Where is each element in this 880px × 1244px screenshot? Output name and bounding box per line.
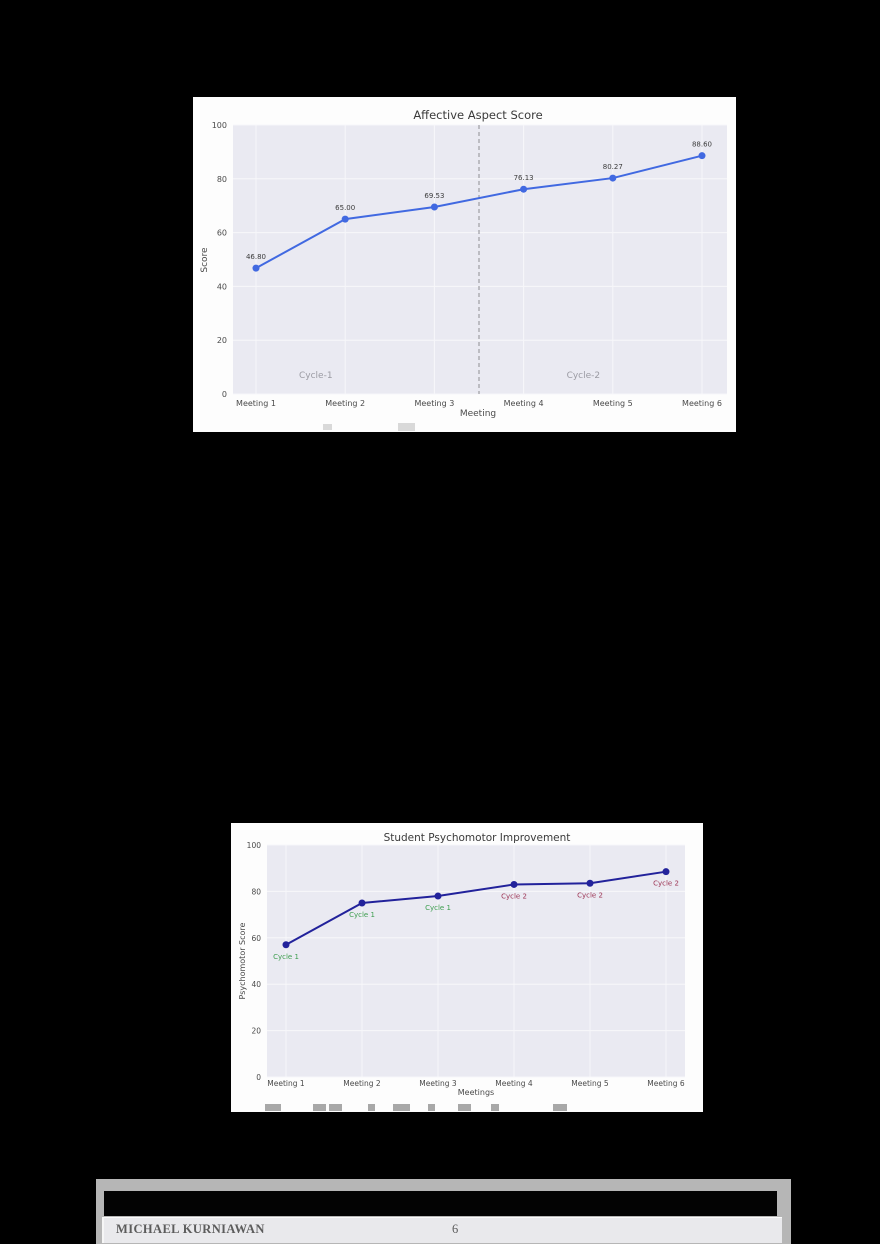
svg-text:Meeting 1: Meeting 1 — [236, 399, 276, 408]
svg-text:Cycle 2: Cycle 2 — [577, 891, 603, 899]
svg-text:Meeting 5: Meeting 5 — [593, 399, 633, 408]
svg-text:Cycle 1: Cycle 1 — [349, 911, 375, 919]
svg-text:60: 60 — [217, 229, 227, 238]
svg-text:40: 40 — [251, 980, 261, 989]
svg-text:80: 80 — [217, 175, 227, 184]
cropped-caption-fragment — [458, 1104, 471, 1111]
svg-text:Meeting: Meeting — [460, 409, 496, 419]
footer-redacted-band — [104, 1191, 777, 1216]
svg-text:80.27: 80.27 — [603, 163, 623, 171]
svg-text:60: 60 — [251, 934, 261, 943]
affective-chart-panel: 46.80 65.00 69.53 76.13 80.27 88.60 Cycle-1 Cyc… — [193, 97, 736, 432]
svg-text:Meetings: Meetings — [458, 1088, 494, 1097]
svg-text:Meeting 2: Meeting 2 — [343, 1079, 381, 1088]
svg-text:Meeting 3: Meeting 3 — [419, 1079, 457, 1088]
cropped-caption-fragment — [553, 1104, 567, 1111]
cropped-caption-fragment — [323, 424, 332, 430]
svg-text:76.13: 76.13 — [514, 174, 534, 182]
svg-text:Student Psychomotor Improvemen: Student Psychomotor Improvement — [384, 832, 571, 844]
footer-strip: MICHAEL KURNIAWAN 6 — [102, 1217, 782, 1243]
cropped-caption-fragment — [368, 1104, 375, 1111]
cropped-caption-fragment — [265, 1104, 281, 1111]
svg-text:0: 0 — [222, 390, 227, 399]
svg-text:20: 20 — [217, 336, 227, 345]
svg-text:100: 100 — [212, 121, 227, 130]
svg-text:Meeting 6: Meeting 6 — [647, 1079, 685, 1088]
cropped-caption-fragment — [393, 1104, 410, 1111]
svg-text:69.53: 69.53 — [424, 192, 444, 200]
cropped-caption-fragment — [428, 1104, 435, 1111]
svg-text:0: 0 — [256, 1073, 261, 1082]
svg-text:Cycle 2: Cycle 2 — [501, 892, 527, 900]
cropped-caption-fragment — [491, 1104, 499, 1111]
cropped-caption-fragment — [313, 1104, 326, 1111]
svg-text:65.00: 65.00 — [335, 204, 355, 212]
svg-text:Cycle 1: Cycle 1 — [273, 953, 299, 961]
svg-text:Meeting 1: Meeting 1 — [267, 1079, 305, 1088]
svg-text:Meeting 3: Meeting 3 — [414, 399, 454, 408]
footer-page-number: 6 — [452, 1222, 459, 1236]
svg-text:46.80: 46.80 — [246, 253, 266, 261]
svg-text:100: 100 — [247, 841, 262, 850]
psychomotor-chart-panel: Cycle 1 Cycle 1 Cycle 1 Cycle 2 Cycle 2 Cycle… — [231, 823, 703, 1112]
svg-text:Meeting 2: Meeting 2 — [325, 399, 365, 408]
svg-text:20: 20 — [251, 1027, 261, 1036]
svg-text:Score: Score — [200, 247, 210, 273]
svg-text:Meeting 4: Meeting 4 — [495, 1079, 533, 1088]
svg-text:Meeting 6: Meeting 6 — [682, 399, 722, 408]
cropped-caption-fragment — [398, 423, 415, 431]
svg-text:Meeting 4: Meeting 4 — [504, 399, 544, 408]
svg-text:Psychomotor Score: Psychomotor Score — [238, 922, 247, 999]
student-psychomotor-improvement-chart: Cycle 1 Cycle 1 Cycle 1 Cycle 2 Cycle 2 Cycle… — [238, 832, 685, 1097]
footer-author: MICHAEL KURNIAWAN — [116, 1222, 265, 1236]
affective-aspect-score-chart: 46.80 65.00 69.53 76.13 80.27 88.60 Cycle-1 Cyc… — [200, 108, 727, 419]
svg-text:88.60: 88.60 — [692, 141, 712, 149]
svg-text:Cycle 1: Cycle 1 — [425, 904, 451, 912]
cropped-caption-fragment — [329, 1104, 342, 1111]
svg-text:Affective Aspect Score: Affective Aspect Score — [413, 108, 542, 122]
svg-text:Cycle-2: Cycle-2 — [567, 371, 601, 381]
svg-text:80: 80 — [251, 887, 261, 896]
svg-text:Cycle 2: Cycle 2 — [653, 880, 679, 888]
svg-text:Meeting 5: Meeting 5 — [571, 1079, 609, 1088]
svg-text:40: 40 — [217, 282, 227, 291]
svg-text:Cycle-1: Cycle-1 — [299, 371, 333, 381]
